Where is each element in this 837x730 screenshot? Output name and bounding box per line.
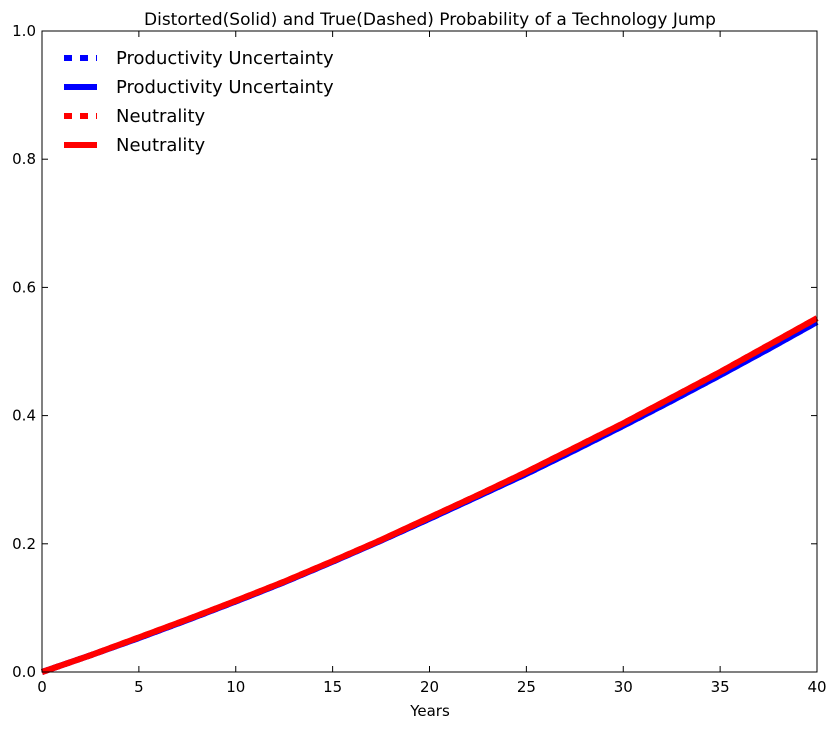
axis-ticks: 0 5 10 15 20 25 30 35 40 0.0 0.2 0.4 0.6 0.8 1.0 — [12, 22, 826, 696]
y-tick-label: 0.2 — [12, 535, 36, 553]
x-tick-label: 0 — [37, 678, 47, 696]
series-layer — [41, 315, 819, 675]
plot-background — [42, 31, 817, 672]
legend-label: Neutrality — [116, 135, 205, 156]
plot-area — [42, 31, 817, 672]
legend-label: Neutrality — [116, 106, 205, 127]
x-tick-label: 10 — [226, 678, 245, 696]
legend-label: Productivity Uncertainty — [116, 77, 334, 98]
x-tick-label: 25 — [517, 678, 536, 696]
x-tick-label: 40 — [807, 678, 826, 696]
x-tick-label: 35 — [711, 678, 730, 696]
x-tick-label: 15 — [323, 678, 342, 696]
y-tick-label: 0.8 — [12, 150, 36, 168]
x-tick-label: 30 — [614, 678, 633, 696]
legend: Productivity Uncertainty Productivity Unc… — [64, 48, 334, 156]
y-tick-label: 0.6 — [12, 278, 36, 296]
legend-label: Productivity Uncertainty — [116, 48, 334, 69]
x-tick-label: 5 — [134, 678, 144, 696]
y-tick-label: 1.0 — [12, 22, 36, 40]
chart-title: Distorted(Solid) and True(Dashed) Probab… — [144, 10, 716, 30]
x-axis-label: Years — [409, 702, 450, 720]
y-tick-label: 0.0 — [12, 663, 36, 681]
series-line-neutrality-solid — [41, 315, 819, 675]
x-tick-label: 20 — [420, 678, 439, 696]
y-tick-label: 0.4 — [12, 407, 36, 425]
